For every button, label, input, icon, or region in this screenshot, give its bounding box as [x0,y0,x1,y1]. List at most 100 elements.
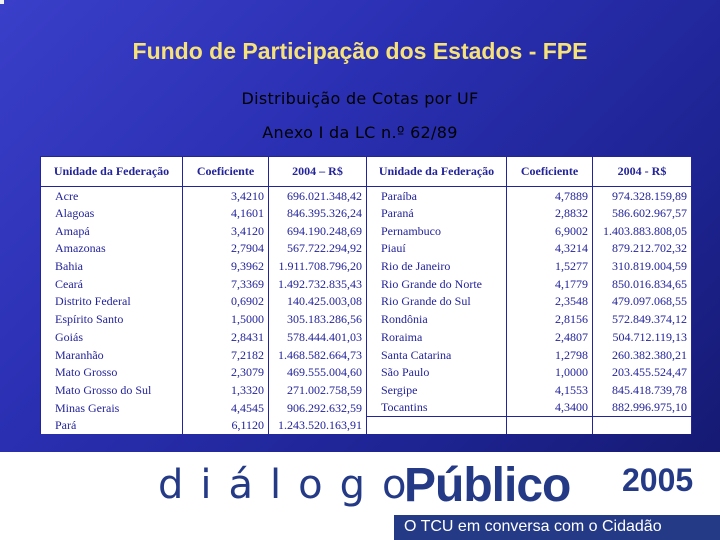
column-header: Coeficiente [506,156,593,187]
coefficient-cell: 4,4545 [182,398,269,417]
coefficient-cell: 2,3079 [182,363,269,382]
coefficient-cell: 2,4807 [506,328,593,346]
amount-cell: 694.190.248,69 [268,221,367,240]
state-name-cell: Alagoas [40,204,183,222]
amount-cell: 567.722.294,92 [268,239,367,258]
footer-year: 2005 [622,462,694,498]
coefficient-cell: 4,3214 [506,239,593,258]
amount-cell: 479.097.068,55 [592,292,692,311]
state-name-cell: Distrito Federal [40,292,183,311]
quota-table-panel: Unidade da Federação Coeficiente 2004 – … [40,156,692,434]
state-name-cell: Santa Catarina [366,345,507,364]
coefficient-cell: 3,4210 [182,186,269,205]
amount-cell: 1.911.708.796,20 [268,257,367,275]
amount-cell [592,416,692,434]
table-header-row: Unidade da Federação Coeficiente 2004 – … [40,156,692,187]
amount-cell: 310.819.004,59 [592,257,692,275]
footer-tagline-bar [394,515,720,540]
quota-table: Unidade da Federação Coeficiente 2004 – … [40,156,692,434]
state-name-cell: Pará [40,416,183,434]
state-name-cell: Tocantins [366,398,507,417]
table-row: Maranhão 7,2182 1.468.582.664,73 Santa Cata… [40,345,692,364]
coefficient-cell: 2,7904 [182,239,269,258]
table-row: Minas Gerais 4,4545 906.292.632,59 Tocantin… [40,398,692,417]
coefficient-cell: 4,7889 [506,186,593,205]
state-name-cell: São Paulo [366,363,507,382]
column-header: Coeficiente [182,156,269,187]
state-name-cell: Piauí [366,239,507,258]
table-row: Ceará 7,3369 1.492.732.835,43 Rio Grande do… [40,274,692,293]
coefficient-cell: 9,3962 [182,257,269,275]
column-header: Unidade da Federação [366,156,507,187]
state-name-cell: Rio Grande do Norte [366,274,507,293]
coefficient-cell: 2,8156 [506,310,593,328]
column-header: 2004 - R$ [592,156,692,187]
coefficient-cell: 7,3369 [182,274,269,293]
state-name-cell [366,416,507,434]
state-name-cell: Rio Grande do Sul [366,292,507,311]
coefficient-cell: 1,5000 [182,310,269,328]
coefficient-cell: 1,2798 [506,345,593,364]
slide-subtitle: Distribuição de Cotas por UF [241,89,479,108]
corner-mark [0,0,4,4]
coefficient-cell: 4,1779 [506,274,593,293]
amount-cell: 974.328.159,89 [592,186,692,205]
state-name-cell: Rondônia [366,310,507,328]
amount-cell: 260.382.380,21 [592,345,692,364]
state-name-cell: Espírito Santo [40,310,183,328]
amount-cell: 305.183.286,56 [268,310,367,328]
amount-cell: 882.996.975,10 [592,398,692,417]
table-row: Amazonas 2,7904 567.722.294,92 Piauí 4,3214 8… [40,239,692,258]
amount-cell: 271.002.758,59 [268,381,367,399]
table-row: Goiás 2,8431 578.444.401,03 Roraima 2,4807 50… [40,328,692,346]
state-name-cell: Rio de Janeiro [366,257,507,275]
amount-cell: 846.395.326,24 [268,204,367,222]
state-name-cell: Roraima [366,328,507,346]
table-row: Distrito Federal 0,6902 140.425.003,08 Rio … [40,292,692,311]
table-row: Amapá 3,4120 694.190.248,69 Pernambuco 6,900… [40,221,692,240]
slide-title: Fundo de Participação dos Estados - FPE [132,38,588,64]
state-name-cell: Pernambuco [366,221,507,240]
coefficient-cell: 2,3548 [506,292,593,311]
amount-cell: 572.849.374,12 [592,310,692,328]
state-name-cell: Paraíba [366,186,507,205]
state-name-cell: Sergipe [366,381,507,399]
state-name-cell: Maranhão [40,345,183,364]
slide-subtitle-annex: Anexo I da LC n.º 62/89 [262,123,458,142]
footer-publico-logo: Público [404,459,571,512]
table-row: Bahia 9,3962 1.911.708.796,20 Rio de Janeir… [40,257,692,275]
column-header: Unidade da Federação [40,156,183,187]
table-row: Espírito Santo 1,5000 305.183.286,56 Rondôn… [40,310,692,328]
coefficient-cell: 6,9002 [506,221,593,240]
coefficient-cell: 3,4120 [182,221,269,240]
amount-cell: 696.021.348,42 [268,186,367,205]
coefficient-cell: 4,3400 [506,398,593,417]
amount-cell: 140.425.003,08 [268,292,367,311]
coefficient-cell: 4,1601 [182,204,269,222]
amount-cell: 1.403.883.808,05 [592,221,692,240]
amount-cell: 845.418.739,78 [592,381,692,399]
amount-cell: 1.243.520.163,91 [268,416,367,434]
amount-cell: 906.292.632,59 [268,398,367,417]
coefficient-cell: 0,6902 [182,292,269,311]
table-row: Mato Grosso do Sul 1,3320 271.002.758,59 Se… [40,381,692,399]
coefficient-cell: 7,2182 [182,345,269,364]
coefficient-cell [506,416,593,434]
column-header: 2004 – R$ [268,156,367,187]
amount-cell: 203.455.524,47 [592,363,692,382]
amount-cell: 1.492.732.835,43 [268,274,367,293]
coefficient-cell: 1,5277 [506,257,593,275]
state-name-cell: Bahia [40,257,183,275]
amount-cell: 469.555.004,60 [268,363,367,382]
footer-banner: diálogo Público 2005 O TCU em conversa c… [0,452,720,540]
table-row: Acre 3,4210 696.021.348,42 Paraíba 4,7889 974… [40,186,692,205]
coefficient-cell: 1,0000 [506,363,593,382]
amount-cell: 586.602.967,57 [592,204,692,222]
table-row: Alagoas 4,1601 846.395.326,24 Paraná 2,8832 5… [40,204,692,222]
table-row: Pará 6,1120 1.243.520.163,91 [40,416,692,434]
footer-dialogo-text: diálogo [158,462,424,508]
coefficient-cell: 1,3320 [182,381,269,399]
coefficient-cell: 4,1553 [506,381,593,399]
state-name-cell: Acre [40,186,183,205]
footer-tagline: O TCU em conversa com o Cidadão [404,518,662,535]
